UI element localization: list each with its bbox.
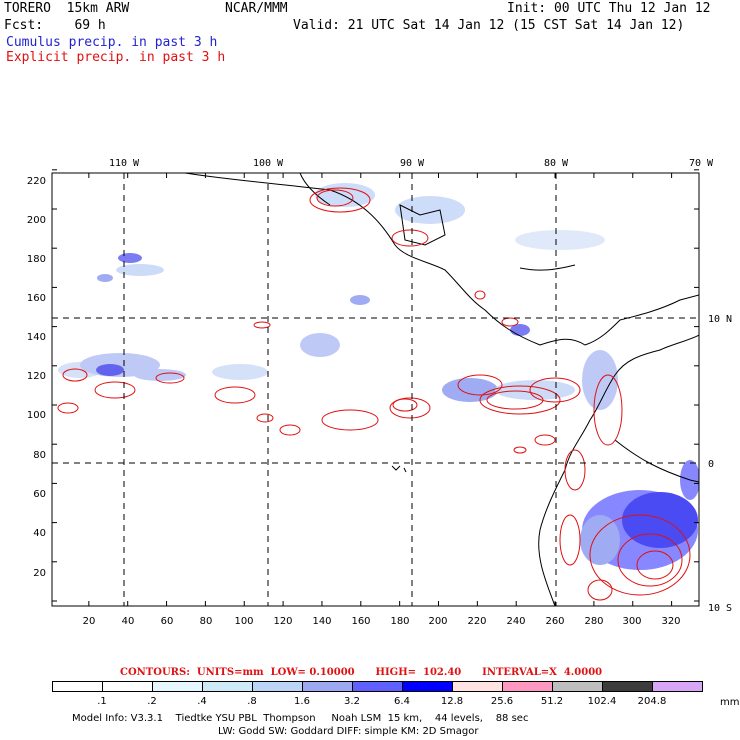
colorbar-bin bbox=[152, 681, 203, 692]
legend-explicit: Explicit precip. in past 3 h bbox=[6, 50, 226, 65]
colorbar-bin bbox=[602, 681, 653, 692]
x-axis-ticks bbox=[88, 173, 673, 606]
colorbar-label: 51.2 bbox=[540, 696, 564, 707]
x-tick-label: 180 bbox=[390, 616, 409, 627]
y-tick-label: 120 bbox=[27, 371, 46, 382]
colorbar-bin bbox=[502, 681, 553, 692]
colorbar-unit: mm bbox=[720, 697, 740, 708]
y-tick-label: 20 bbox=[33, 568, 46, 579]
lon-label: 70 W bbox=[689, 158, 714, 169]
contours-info: CONTOURS: UNITS=mm LOW= 0.10000 HIGH= 10… bbox=[120, 667, 603, 678]
colorbar-bin bbox=[52, 681, 103, 692]
x-tick-label: 280 bbox=[584, 616, 603, 627]
x-tick-label: 200 bbox=[428, 616, 447, 627]
colorbar-label: 102.4 bbox=[587, 696, 617, 707]
colorbar-label: .8 bbox=[247, 696, 257, 707]
colorbar-bin bbox=[102, 681, 153, 692]
lat-label: 10 S bbox=[708, 603, 732, 614]
x-tick-label: 320 bbox=[661, 616, 680, 627]
x-tick-label: 240 bbox=[506, 616, 525, 627]
colorbar-bin bbox=[302, 681, 353, 692]
x-tick-label: 300 bbox=[622, 616, 641, 627]
x-tick-label: 80 bbox=[200, 616, 213, 627]
y-tick-label: 220 bbox=[27, 176, 46, 187]
precip-map: 110 W 100 W 90 W 80 W 70 W 10 N 0 10 S 2… bbox=[27, 158, 732, 627]
x-tick-label: 140 bbox=[312, 616, 331, 627]
colorbar-bin bbox=[202, 681, 253, 692]
map-frame bbox=[51, 172, 700, 607]
x-tick-label: 60 bbox=[161, 616, 174, 627]
x-tick-label: 40 bbox=[122, 616, 135, 627]
lon-label: 80 W bbox=[544, 158, 569, 169]
lat-label: 10 N bbox=[708, 314, 732, 325]
physics-info: LW: Godd SW: Goddard DIFF: simple KM: 2D… bbox=[218, 726, 479, 737]
y-tick-label: 40 bbox=[33, 528, 46, 539]
lat-label: 0 bbox=[708, 459, 714, 470]
y-tick-label: 60 bbox=[33, 489, 46, 500]
init-time: Init: 00 UTC Thu 12 Jan 12 bbox=[507, 1, 711, 16]
colorbar-label: 25.6 bbox=[490, 696, 514, 707]
explicit-precip-contours bbox=[57, 187, 691, 601]
y-axis-ticks bbox=[52, 169, 699, 602]
y-tick-label: 140 bbox=[27, 332, 46, 343]
colorbar-bin bbox=[352, 681, 403, 692]
y-tick-label: 180 bbox=[27, 254, 46, 265]
colorbar-label: 1.6 bbox=[294, 696, 310, 707]
y-tick-label: 100 bbox=[27, 410, 46, 421]
organization-label: NCAR/MMM bbox=[225, 1, 288, 16]
colorbar-label: 6.4 bbox=[394, 696, 410, 707]
x-tick-label: 260 bbox=[545, 616, 564, 627]
x-tick-label: 100 bbox=[234, 616, 253, 627]
colorbar-label: .1 bbox=[97, 696, 107, 707]
model-info: Model Info: V3.3.1 Tiedtke YSU PBL Thomp… bbox=[72, 713, 529, 724]
x-tick-label: 160 bbox=[351, 616, 370, 627]
colorbar-bin bbox=[402, 681, 453, 692]
colorbar-label: 3.2 bbox=[344, 696, 360, 707]
y-tick-label: 160 bbox=[27, 293, 46, 304]
colorbar-label: .4 bbox=[197, 696, 207, 707]
colorbar-label: 12.8 bbox=[440, 696, 464, 707]
colorbar-label: 204.8 bbox=[637, 696, 667, 707]
lat-lon-grid bbox=[52, 173, 699, 606]
x-tick-label: 20 bbox=[83, 616, 96, 627]
colorbar-bin bbox=[452, 681, 503, 692]
colorbar-bin bbox=[552, 681, 603, 692]
legend-cumulus: Cumulus precip. in past 3 h bbox=[6, 35, 218, 50]
forecast-hour: Fcst: 69 h bbox=[4, 18, 106, 33]
colorbar-bin bbox=[252, 681, 303, 692]
x-tick-label: 120 bbox=[273, 616, 292, 627]
colorbar-label: .2 bbox=[147, 696, 157, 707]
lon-label: 110 W bbox=[109, 158, 140, 169]
colorbar-bin bbox=[652, 681, 703, 692]
lon-label: 90 W bbox=[400, 158, 425, 169]
valid-time: Valid: 21 UTC Sat 14 Jan 12 (15 CST Sat … bbox=[293, 18, 685, 33]
model-title: TORERO 15km ARW bbox=[4, 1, 130, 16]
lon-label: 100 W bbox=[253, 158, 284, 169]
y-tick-label: 80 bbox=[33, 450, 46, 461]
y-tick-label: 200 bbox=[27, 215, 46, 226]
x-tick-label: 220 bbox=[467, 616, 486, 627]
